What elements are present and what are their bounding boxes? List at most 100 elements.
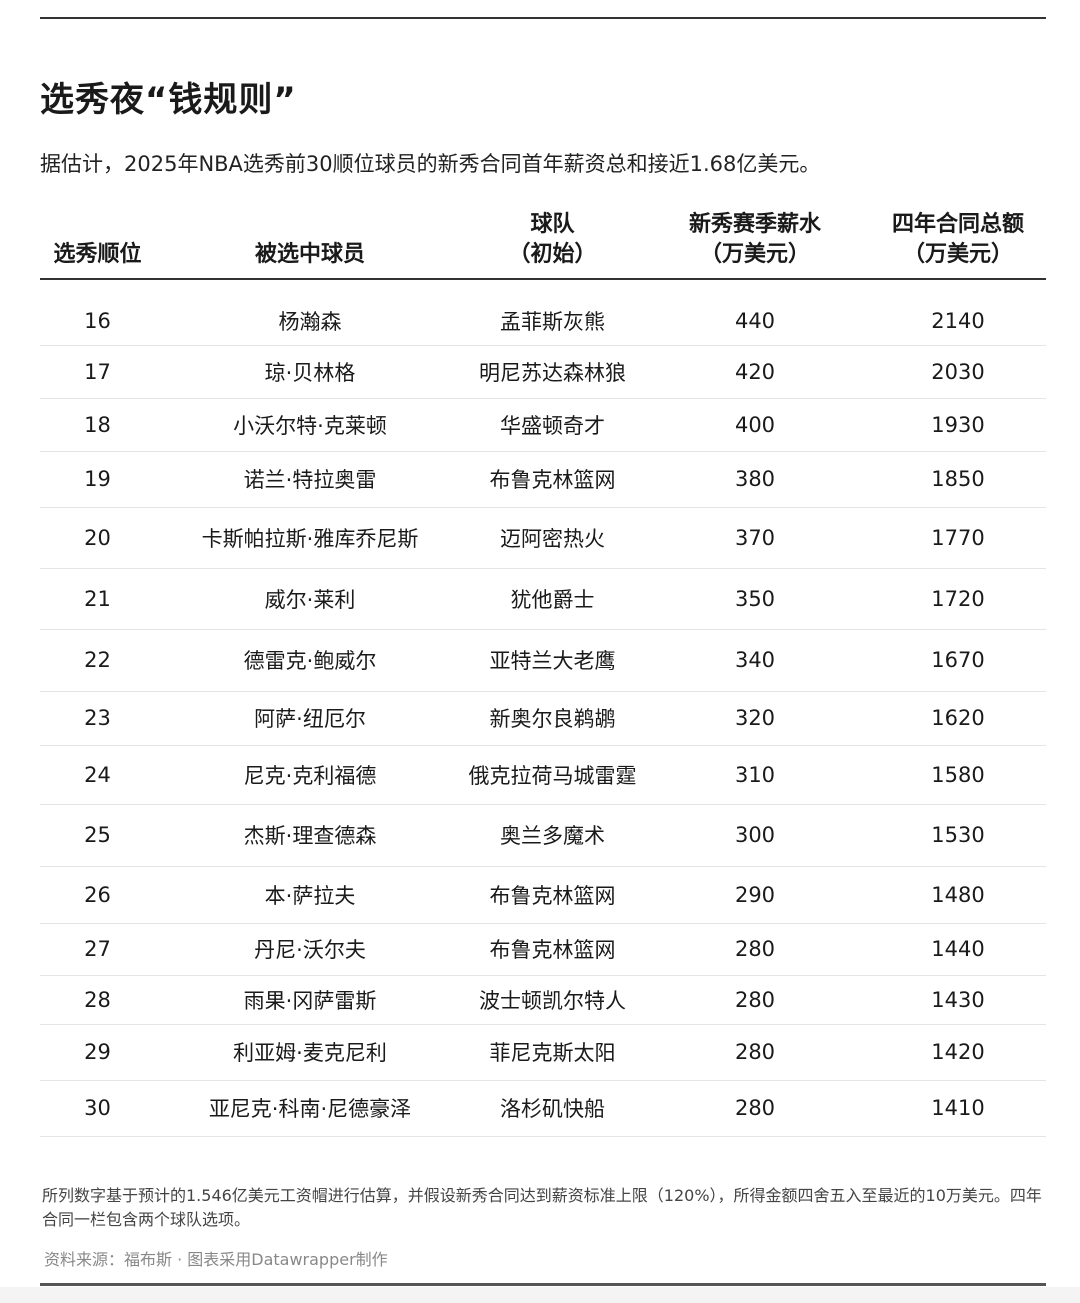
- cell-pick: 20: [40, 507, 155, 569]
- cell-player: 杰斯·理查德森: [155, 804, 465, 867]
- bottom-margin: [0, 1287, 1080, 1303]
- cell-rookie-salary: 300: [640, 804, 870, 867]
- cell-player: 德雷克·鲍威尔: [155, 629, 465, 692]
- cell-player: 威尔·莱利: [155, 568, 465, 630]
- cell-rookie-salary: 280: [640, 1024, 870, 1081]
- table-row: 16 杨瀚森 孟菲斯灰熊 440 2140: [40, 279, 1046, 346]
- cell-team: 犹他爵士: [465, 568, 640, 630]
- cell-player: 卡斯帕拉斯·雅库乔尼斯: [155, 507, 465, 569]
- cell-team: 华盛顿奇才: [465, 398, 640, 452]
- top-rule: [40, 17, 1046, 19]
- table-row: 18 小沃尔特·克莱顿 华盛顿奇才 400 1930: [40, 398, 1046, 452]
- cell-team: 布鲁克林篮网: [465, 451, 640, 508]
- cell-contract-total: 1670: [870, 629, 1046, 692]
- cell-contract-total: 1410: [870, 1080, 1046, 1137]
- cell-contract-total: 1850: [870, 451, 1046, 508]
- cell-rookie-salary: 320: [640, 691, 870, 746]
- cell-contract-total: 1480: [870, 866, 1046, 924]
- table-row: 21 威尔·莱利 犹他爵士 350 1720: [40, 568, 1046, 630]
- cell-team: 新奥尔良鹈鹕: [465, 691, 640, 746]
- cell-contract-total: 2030: [870, 345, 1046, 399]
- cell-player: 亚尼克·科南·尼德豪泽: [155, 1080, 465, 1137]
- cell-pick: 19: [40, 451, 155, 508]
- cell-rookie-salary: 280: [640, 923, 870, 976]
- table-row: 17 琼·贝林格 明尼苏达森林狼 420 2030: [40, 345, 1046, 399]
- header-pick: 选秀顺位: [40, 204, 155, 280]
- cell-rookie-salary: 440: [640, 279, 870, 346]
- cell-player: 雨果·冈萨雷斯: [155, 975, 465, 1025]
- cell-contract-total: 1620: [870, 691, 1046, 746]
- cell-team: 孟菲斯灰熊: [465, 279, 640, 346]
- cell-rookie-salary: 350: [640, 568, 870, 630]
- cell-rookie-salary: 310: [640, 745, 870, 805]
- cell-contract-total: 1420: [870, 1024, 1046, 1081]
- table-row: 19 诺兰·特拉奥雷 布鲁克林篮网 380 1850: [40, 451, 1046, 508]
- table-row: 24 尼克·克利福德 俄克拉荷马城雷霆 310 1580: [40, 745, 1046, 805]
- cell-pick: 23: [40, 691, 155, 746]
- cell-pick: 25: [40, 804, 155, 867]
- header-player: 被选中球员: [155, 204, 465, 280]
- cell-team: 明尼苏达森林狼: [465, 345, 640, 399]
- cell-player: 琼·贝林格: [155, 345, 465, 399]
- cell-player: 阿萨·纽厄尔: [155, 691, 465, 746]
- cell-team: 奥兰多魔术: [465, 804, 640, 867]
- cell-rookie-salary: 340: [640, 629, 870, 692]
- header-team: 球队 （初始）: [465, 204, 640, 280]
- table-row: 23 阿萨·纽厄尔 新奥尔良鹈鹕 320 1620: [40, 691, 1046, 746]
- salary-table: 选秀顺位 被选中球员 球队 （初始） 新秀赛季薪水 （万美元） 四年合同总额 （…: [40, 204, 1046, 1137]
- cell-contract-total: 1430: [870, 975, 1046, 1025]
- cell-contract-total: 1580: [870, 745, 1046, 805]
- table-row: 25 杰斯·理查德森 奥兰多魔术 300 1530: [40, 804, 1046, 867]
- cell-rookie-salary: 400: [640, 398, 870, 452]
- cell-player: 丹尼·沃尔夫: [155, 923, 465, 976]
- subtitle: 据估计，2025年NBA选秀前30顺位球员的新秀合同首年薪资总和接近1.68亿美…: [40, 152, 821, 176]
- cell-team: 布鲁克林篮网: [465, 866, 640, 924]
- table-header-row: 选秀顺位 被选中球员 球队 （初始） 新秀赛季薪水 （万美元） 四年合同总额 （…: [40, 204, 1046, 280]
- source-credit: 资料来源：福布斯 · 图表采用Datawrapper制作: [44, 1250, 388, 1269]
- cell-pick: 24: [40, 745, 155, 805]
- cell-contract-total: 1930: [870, 398, 1046, 452]
- cell-player: 尼克·克利福德: [155, 745, 465, 805]
- cell-team: 洛杉矶快船: [465, 1080, 640, 1137]
- cell-rookie-salary: 290: [640, 866, 870, 924]
- cell-rookie-salary: 280: [640, 975, 870, 1025]
- cell-team: 俄克拉荷马城雷霆: [465, 745, 640, 805]
- cell-pick: 22: [40, 629, 155, 692]
- cell-pick: 18: [40, 398, 155, 452]
- cell-contract-total: 1530: [870, 804, 1046, 867]
- cell-rookie-salary: 370: [640, 507, 870, 569]
- cell-team: 迈阿密热火: [465, 507, 640, 569]
- cell-team: 亚特兰大老鹰: [465, 629, 640, 692]
- table-row: 22 德雷克·鲍威尔 亚特兰大老鹰 340 1670: [40, 629, 1046, 692]
- table-row: 27 丹尼·沃尔夫 布鲁克林篮网 280 1440: [40, 923, 1046, 976]
- cell-pick: 30: [40, 1080, 155, 1137]
- cell-contract-total: 1770: [870, 507, 1046, 569]
- cell-team: 波士顿凯尔特人: [465, 975, 640, 1025]
- cell-team: 菲尼克斯太阳: [465, 1024, 640, 1081]
- cell-contract-total: 2140: [870, 279, 1046, 346]
- page-title: 选秀夜“钱规则”: [40, 80, 297, 120]
- cell-rookie-salary: 380: [640, 451, 870, 508]
- cell-player: 小沃尔特·克莱顿: [155, 398, 465, 452]
- cell-player: 诺兰·特拉奥雷: [155, 451, 465, 508]
- cell-player: 利亚姆·麦克尼利: [155, 1024, 465, 1081]
- header-contract-total: 四年合同总额 （万美元）: [870, 204, 1046, 280]
- table-row: 26 本·萨拉夫 布鲁克林篮网 290 1480: [40, 866, 1046, 924]
- cell-rookie-salary: 420: [640, 345, 870, 399]
- footnote: 所列数字基于预计的1.546亿美元工资帽进行估算，并假设新秀合同达到薪资标准上限…: [42, 1186, 1042, 1229]
- cell-pick: 28: [40, 975, 155, 1025]
- cell-pick: 29: [40, 1024, 155, 1081]
- cell-contract-total: 1440: [870, 923, 1046, 976]
- cell-pick: 26: [40, 866, 155, 924]
- cell-player: 本·萨拉夫: [155, 866, 465, 924]
- bottom-rule: [40, 1283, 1046, 1286]
- table-row: 20 卡斯帕拉斯·雅库乔尼斯 迈阿密热火 370 1770: [40, 507, 1046, 569]
- cell-contract-total: 1720: [870, 568, 1046, 630]
- cell-pick: 27: [40, 923, 155, 976]
- cell-pick: 16: [40, 279, 155, 346]
- cell-team: 布鲁克林篮网: [465, 923, 640, 976]
- header-rookie-salary: 新秀赛季薪水 （万美元）: [640, 204, 870, 280]
- table-row: 30 亚尼克·科南·尼德豪泽 洛杉矶快船 280 1410: [40, 1080, 1046, 1137]
- cell-player: 杨瀚森: [155, 279, 465, 346]
- cell-pick: 21: [40, 568, 155, 630]
